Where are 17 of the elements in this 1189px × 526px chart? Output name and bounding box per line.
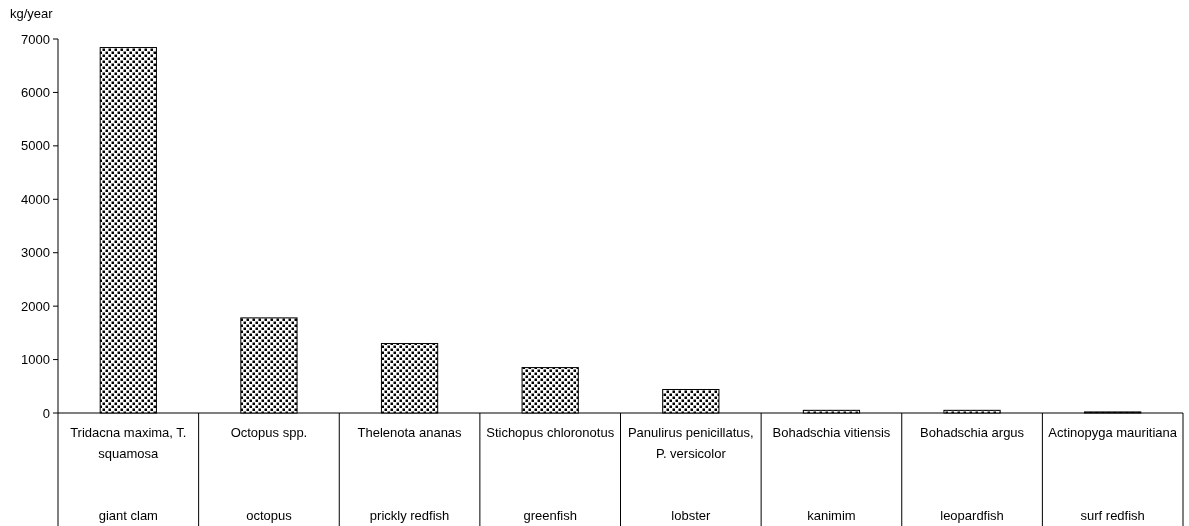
category-label: Octopus spp. octopus <box>230 425 308 523</box>
category-label: Tridacna maxima, T. squamosa giant clam <box>70 425 187 523</box>
y-tick-label: 2000 <box>21 298 50 314</box>
category-label: Bohadschia argus leopardfish <box>920 425 1025 523</box>
y-tick-label: 1000 <box>21 352 50 368</box>
y-tick-label: 6000 <box>21 84 50 100</box>
y-tick-label: 0 <box>42 405 50 421</box>
y-tick-label: 5000 <box>21 138 50 154</box>
y-axis-title: kg/year <box>10 6 54 21</box>
y-tick-label: 7000 <box>21 31 50 47</box>
category-label: Actinopyga mauritiana surf redfish <box>1048 425 1178 523</box>
category-label: Thelenota ananas prickly redfish <box>357 425 462 523</box>
category-label: Panulirus penicillatus, P. versicolor lobster <box>627 425 754 523</box>
y-tick-label: 4000 <box>21 191 50 207</box>
category-label: Stichopus chloronotus greenfish <box>486 425 615 523</box>
category-label: Bohadschia vitiensis kanimim <box>772 425 891 523</box>
y-tick-label: 3000 <box>21 245 50 261</box>
